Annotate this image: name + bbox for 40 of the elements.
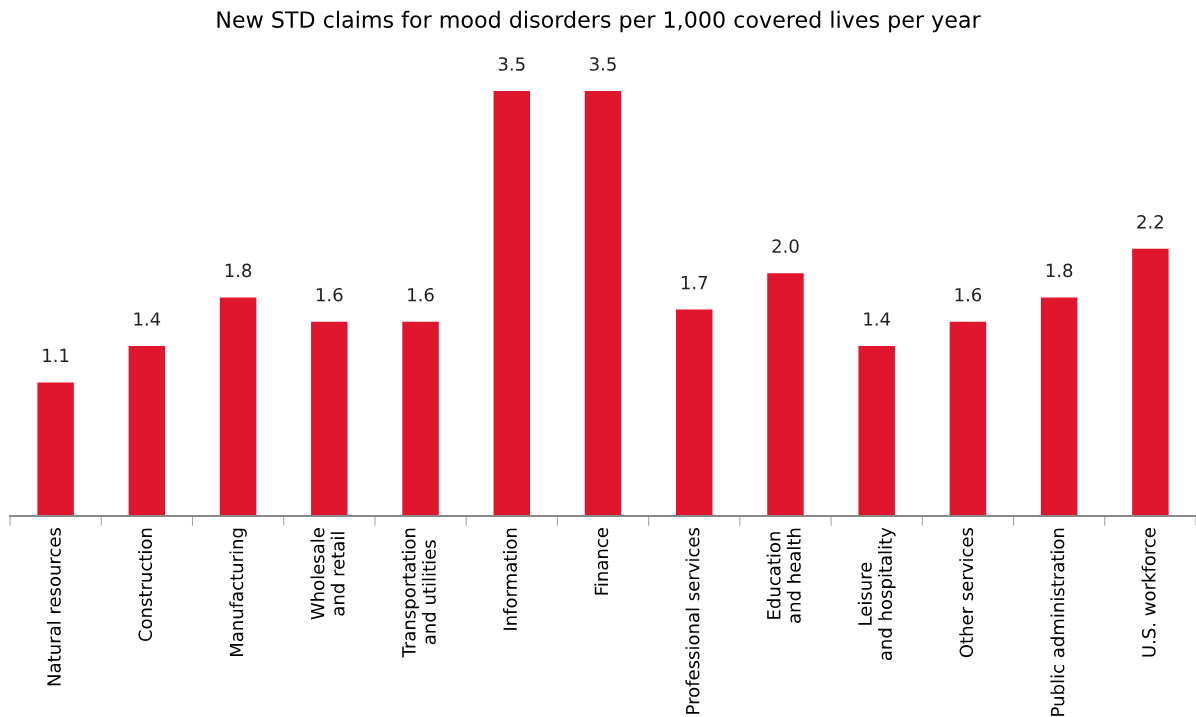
x-tick-label: Finance	[594, 528, 609, 595]
bar	[949, 321, 987, 516]
chart-title: New STD claims for mood disorders per 1,000 covered lives per year	[217, 10, 981, 33]
x-tick-label: Wholesale and retail	[310, 528, 345, 620]
data-label: 1.6	[316, 287, 343, 302]
data-label: 1.6	[955, 287, 982, 302]
bar	[493, 91, 531, 516]
data-label: 2.0	[772, 239, 799, 253]
data-label: 1.4	[864, 312, 891, 326]
bar	[675, 309, 713, 516]
x-tick-label: Natural resources	[46, 527, 61, 686]
bar	[128, 346, 166, 516]
x-tick-label: Information	[503, 528, 518, 630]
x-tick-label: Construction	[138, 528, 153, 642]
bar	[1040, 297, 1078, 516]
x-tick-label: Leisure and hospitality	[857, 527, 896, 661]
bar	[767, 273, 804, 516]
x-tick-label: Public administration	[1050, 528, 1065, 716]
bar	[858, 346, 895, 516]
x-tick-label: Manufacturing	[229, 528, 247, 657]
x-tick-label: U.S. workforce	[1141, 528, 1156, 657]
bar	[37, 382, 74, 516]
x-tick-label: Education and health	[766, 528, 801, 623]
data-label: 1.8	[1046, 263, 1073, 278]
data-label: 3.5	[590, 57, 616, 71]
x-tick-label: Transportation and utilities	[401, 528, 436, 658]
data-label: 1.7	[681, 275, 708, 290]
data-label: 3.5	[498, 57, 525, 71]
x-tick-label: Professional services	[685, 527, 700, 714]
bar	[311, 321, 348, 516]
x-tick-label: Other services	[959, 527, 974, 658]
bar	[402, 321, 439, 516]
bar	[584, 91, 622, 516]
data-label: 1.4	[134, 312, 161, 326]
bar	[1132, 248, 1169, 516]
data-label: 1.6	[408, 287, 434, 302]
bar	[219, 297, 257, 516]
data-label: 1.8	[225, 263, 252, 278]
data-label: 1.1	[43, 348, 69, 363]
data-label: 2.2	[1137, 215, 1163, 229]
